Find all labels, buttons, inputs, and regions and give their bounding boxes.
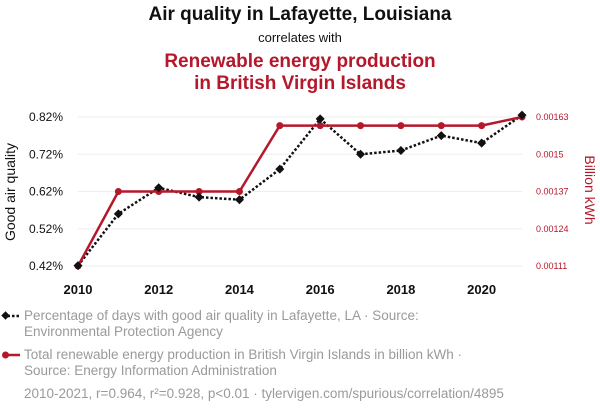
y-tick-right: 0.00163 [536,112,569,122]
footer-stats: 2010-2021, r=0.964, r²=0.928, p<0.01 · t… [24,386,504,401]
legend-text-series1-line2: Environmental Protection Agency [24,324,223,339]
y-tick-left: 0.42% [29,259,63,273]
legend-diamond-marker [1,311,10,320]
y-ticks-left: 0.42% 0.52% 0.62% 0.72% 0.82% [29,110,63,273]
y-tick-left: 0.62% [29,185,63,199]
data-point-series-2 [478,122,486,130]
y-tick-left: 0.52% [29,222,63,236]
x-ticks: 2010 2012 2014 2016 2018 2020 [64,282,497,297]
chart-title: Air quality in Lafayette, Louisiana [148,4,451,25]
data-point-series-2 [195,188,203,195]
data-point-series-2 [437,122,445,130]
legend-text-series2-line2: Source: Energy Information Administratio… [24,363,277,378]
data-point-series-1 [436,131,446,141]
data-point-series-2 [316,122,324,130]
data-point-series-2 [276,122,284,130]
data-point-series-2 [397,122,405,130]
data-point-series-1 [396,145,406,156]
y-tick-right: 0.00137 [536,187,569,197]
y-tick-right: 0.00111 [536,261,567,271]
data-point-series-1 [194,192,204,202]
x-tick: 2020 [467,282,496,297]
data-point-series-1 [113,209,123,219]
y-ticks-right: 0.00111 0.00124 0.00137 0.0015 0.00163 [536,112,569,271]
data-point-series-2 [114,188,122,195]
y-axis-label-right: Billion kWh [582,155,598,224]
legend: Percentage of days with good air quality… [1,308,462,378]
y-tick-right: 0.00124 [536,224,569,234]
series-group [73,110,527,271]
data-point-series-2 [235,188,243,195]
x-tick: 2016 [306,282,335,297]
data-point-series-2 [357,122,365,130]
legend-text-series2-line1: Total renewable energy production in Bri… [24,347,462,362]
y-axis-label-left: Good air quality [2,143,18,241]
chart-title-secondary-line1: Renewable energy production [164,51,435,72]
data-point-series-1 [477,138,487,148]
legend-text-series1-line1: Percentage of days with good air quality… [24,308,419,323]
y-tick-left: 0.82% [29,110,63,124]
x-tick: 2018 [386,282,415,297]
x-tick: 2012 [144,282,173,297]
x-tick: 2010 [64,282,93,297]
chart-title-secondary-line2: in British Virgin Islands [194,73,406,94]
y-tick-right: 0.0015 [536,149,564,159]
series-line-2 [76,115,523,267]
y-tick-left: 0.72% [29,147,63,161]
data-point-series-1 [356,149,366,159]
chart-subtitle: correlates with [258,30,342,45]
data-point-series-1 [275,164,285,174]
legend-circle-marker [2,351,9,359]
x-tick: 2014 [225,282,255,297]
